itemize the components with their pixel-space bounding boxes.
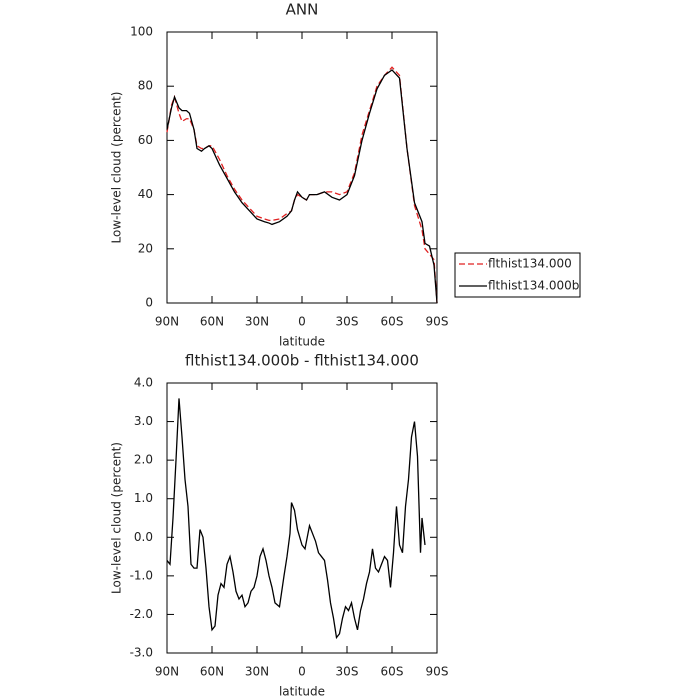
x-axis-label: latitude (279, 685, 325, 699)
y-tick-label: 4.0 (134, 376, 153, 390)
legend-label: flthist134.000 (488, 257, 572, 271)
y-tick-label: 0.0 (134, 530, 153, 544)
y-tick-label: -1.0 (130, 568, 153, 582)
legend-box (454, 252, 581, 298)
x-tick-label: 30N (245, 315, 269, 329)
x-tick-label: 0 (298, 315, 306, 329)
y-tick-label: 0 (145, 296, 153, 310)
x-tick-label: 30N (245, 665, 269, 679)
y-tick-label: 2.0 (134, 453, 153, 467)
y-tick-label: -3.0 (130, 646, 153, 660)
x-tick-label: 60N (200, 665, 224, 679)
plot-frame (166, 382, 438, 654)
x-tick-label: 30S (336, 315, 359, 329)
x-axis-label: latitude (279, 335, 325, 349)
y-tick-label: 100 (130, 25, 153, 39)
x-tick-label: 90S (426, 665, 449, 679)
x-tick-label: 60S (381, 315, 404, 329)
y-tick-label: 20 (138, 241, 153, 255)
y-tick-label: 3.0 (134, 414, 153, 428)
x-tick-label: 30S (336, 665, 359, 679)
x-tick-label: 60S (381, 665, 404, 679)
y-tick-label: -2.0 (130, 607, 153, 621)
x-tick-label: 60N (200, 315, 224, 329)
data-line (166, 66, 438, 304)
x-tick-label: 90N (155, 315, 179, 329)
x-tick-label: 0 (298, 665, 306, 679)
chart-title: ANN (286, 1, 319, 19)
y-tick-label: 1.0 (134, 491, 153, 505)
y-tick-label: 80 (138, 79, 153, 93)
chart-title: flthist134.000b - flthist134.000 (185, 352, 419, 370)
y-tick-label: 40 (138, 187, 153, 201)
y-axis-label: Low-level cloud (percent) (110, 442, 124, 594)
data-line (166, 398, 426, 640)
y-tick-label: 60 (138, 133, 153, 147)
x-tick-label: 90N (155, 665, 179, 679)
data-line (166, 69, 438, 304)
legend-label: flthist134.000b (488, 279, 579, 293)
x-tick-label: 90S (426, 315, 449, 329)
y-axis-label: Low-level cloud (percent) (110, 92, 124, 244)
